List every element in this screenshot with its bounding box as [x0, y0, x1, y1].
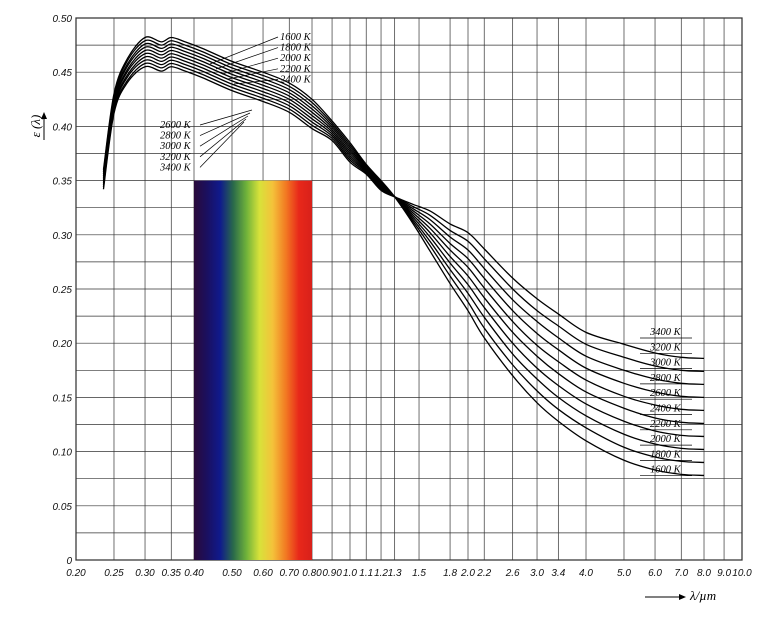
- label-top-1: 1800 K: [280, 43, 312, 54]
- x-tick-label: 2.2: [476, 568, 491, 579]
- x-tick-label: 5.0: [617, 568, 631, 579]
- label-right-8: 1800 K: [650, 449, 682, 460]
- series-line-2400k: [102, 49, 705, 425]
- y-axis-title: ε (λ): [28, 115, 43, 138]
- x-tick-label: 2.6: [505, 568, 520, 579]
- x-tick-label: 0.25: [104, 568, 124, 579]
- series-line-3400k: [102, 65, 705, 360]
- series-line-2000k: [102, 42, 705, 451]
- y-tick-label: 0.40: [53, 122, 73, 133]
- x-tick-label: 2.0: [460, 568, 475, 579]
- leader-top-2: [221, 57, 279, 75]
- series-line-2800k: [102, 55, 705, 399]
- x-axis-arrowhead: [679, 594, 686, 600]
- label-right-9: 1600 K: [650, 465, 682, 476]
- label-right-4: 2600 K: [650, 388, 682, 399]
- x-tick-label: 7.0: [674, 568, 688, 579]
- y-tick-label: 0.05: [53, 502, 73, 513]
- x-tick-label: 1.3: [388, 568, 402, 579]
- y-tick-label: 0.10: [53, 448, 73, 459]
- spectrum-band: [194, 180, 313, 560]
- label-mid-3: 3200 K: [159, 152, 192, 163]
- x-tick-label: 0.90: [322, 568, 342, 579]
- x-tick-label: 0.50: [222, 568, 242, 579]
- visible-spectrum-band: [194, 180, 313, 560]
- x-tick-label: 1.2: [374, 568, 388, 579]
- leader-top-0: [209, 36, 279, 65]
- x-tick-label: 0.70: [280, 568, 300, 579]
- x-tick-label: 9.0: [717, 568, 731, 579]
- series-line-2600k: [102, 52, 705, 412]
- x-tick-label: 8.0: [697, 568, 711, 579]
- label-right-6: 2200 K: [650, 419, 682, 430]
- label-top-3: 2200 K: [280, 64, 312, 75]
- y-tick-label: 0.45: [53, 68, 73, 79]
- grid: [75, 17, 743, 561]
- x-tick-label: 0.40: [184, 568, 204, 579]
- y-tick-label: 0.15: [53, 393, 73, 404]
- label-leaders: [199, 36, 692, 477]
- label-mid-2: 3000 K: [159, 141, 192, 152]
- y-tick-labels: 0 0.05 0.10 0.15 0.20 0.25 0.30 0.35 0.40 0.45 0.5…: [53, 14, 73, 567]
- series-line-1800k: [102, 39, 705, 464]
- series-line-3000k: [102, 59, 705, 386]
- x-tick-label: 3.4: [551, 568, 565, 579]
- y-axis-arrowhead: [41, 112, 47, 119]
- leader-top-4: [233, 79, 279, 85]
- x-tick-labels: 0.20 0.25 0.30 0.35 0.40 0.50 0.60 0.70 0.80 0.90…: [66, 568, 752, 579]
- leader-top-1: [215, 47, 279, 70]
- axis-arrows: [41, 112, 686, 600]
- series-line-3200k: [102, 62, 705, 373]
- label-top-2: 2000 K: [280, 53, 312, 64]
- label-right-1: 3200 K: [649, 342, 682, 353]
- label-mid-4: 3400 K: [159, 162, 192, 173]
- x-tick-label: 0.60: [253, 568, 273, 579]
- y-tick-label: 0: [66, 556, 72, 567]
- label-right-7: 2000 K: [650, 434, 682, 445]
- leader-mid-3: [199, 118, 247, 158]
- label-top-0: 1600 K: [280, 32, 312, 43]
- leader-mid-1: [199, 112, 251, 136]
- y-tick-label: 0.20: [53, 339, 73, 350]
- label-mid-0: 2600 K: [160, 120, 192, 131]
- y-tick-label: 0.50: [53, 14, 73, 25]
- x-tick-label: 0.35: [162, 568, 182, 579]
- x-tick-label: 1.0: [343, 568, 357, 579]
- series-lines: [102, 36, 705, 477]
- label-mid-1: 2800 K: [160, 131, 192, 142]
- x-tick-label: 6.0: [648, 568, 662, 579]
- x-tick-label: 0.80: [302, 568, 322, 579]
- x-tick-label: 1.1: [359, 568, 373, 579]
- x-tick-label: 10.0: [732, 568, 752, 579]
- leader-mid-4: [199, 121, 245, 168]
- x-tick-label: 0.20: [66, 568, 86, 579]
- x-tick-label: 1.8: [443, 568, 457, 579]
- leader-mid-0: [199, 109, 253, 126]
- label-right-3: 2800 K: [650, 373, 682, 384]
- label-top-4: 2400 K: [280, 74, 312, 85]
- series-line-2200k: [102, 46, 705, 438]
- x-tick-label: 3.0: [530, 568, 544, 579]
- x-tick-label: 0.30: [135, 568, 155, 579]
- leader-mid-2: [199, 115, 249, 147]
- label-right-2: 3000 K: [649, 358, 682, 369]
- series-line-1600k: [102, 36, 705, 477]
- y-tick-label: 0.35: [53, 177, 73, 188]
- leader-top-3: [227, 68, 279, 80]
- x-tick-label: 1.5: [412, 568, 426, 579]
- x-tick-label: 4.0: [579, 568, 593, 579]
- y-tick-label: 0.25: [53, 285, 73, 296]
- label-right-5: 2400 K: [650, 404, 682, 415]
- label-right-0: 3400 K: [649, 327, 682, 338]
- y-tick-label: 0.30: [53, 231, 73, 242]
- x-axis-title: λ/µm: [689, 588, 716, 603]
